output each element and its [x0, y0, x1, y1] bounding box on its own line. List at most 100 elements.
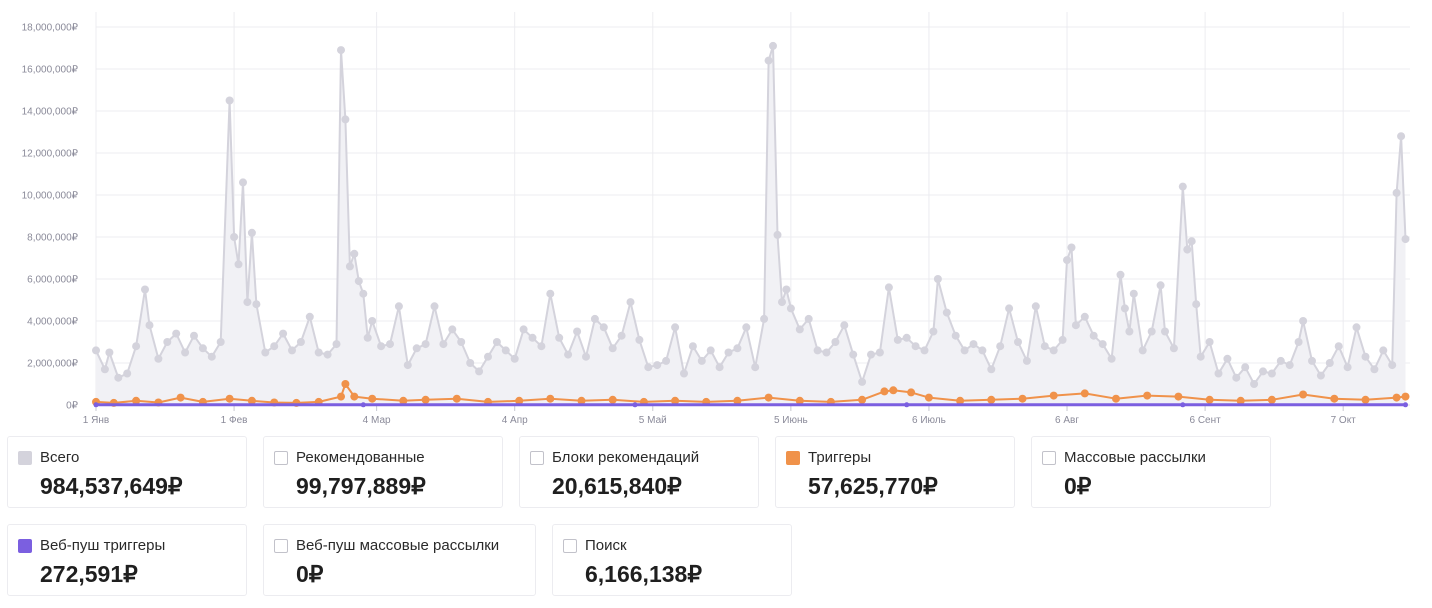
legend-card[interactable]: Рекомендованные 99,797,889₽: [263, 436, 503, 508]
data-point: [831, 338, 840, 346]
data-point: [501, 346, 510, 355]
data-point: [515, 396, 524, 405]
series-toggle-checkbox[interactable]: [563, 539, 577, 553]
data-point: [510, 354, 519, 363]
data-point: [858, 395, 867, 404]
series-toggle-checkbox[interactable]: [274, 451, 288, 465]
data-point: [1147, 327, 1156, 336]
data-point: [769, 41, 777, 50]
legend-card-value: 6,166,138₽: [585, 561, 702, 587]
data-point: [412, 344, 421, 353]
data-point: [92, 346, 100, 355]
data-point: [813, 346, 822, 355]
series-toggle-checkbox[interactable]: [18, 451, 32, 465]
legend-card[interactable]: Всего 984,537,649₽: [7, 436, 247, 508]
series-toggle-checkbox[interactable]: [18, 539, 32, 553]
data-point: [279, 329, 288, 338]
data-point: [1089, 331, 1098, 340]
legend-card[interactable]: Веб-пуш массовые рассылки 0₽: [263, 524, 536, 596]
legend-card-value: 272,591₽: [40, 561, 138, 587]
data-point: [880, 387, 889, 396]
data-point: [341, 380, 350, 388]
data-point: [1107, 354, 1116, 363]
data-point: [1049, 391, 1058, 400]
data-point: [987, 395, 996, 404]
data-point: [368, 394, 377, 403]
data-point: [341, 115, 350, 124]
data-point: [1392, 393, 1401, 402]
data-point: [1285, 361, 1294, 370]
data-point: [1223, 354, 1232, 363]
legend-card-label: Поиск: [585, 537, 627, 554]
series-toggle-checkbox[interactable]: [1042, 451, 1056, 465]
data-point: [929, 327, 938, 336]
data-point: [296, 338, 305, 346]
data-point: [933, 275, 942, 283]
data-point: [1352, 323, 1361, 332]
data-point: [1192, 300, 1201, 309]
data-point: [822, 348, 831, 357]
data-point: [225, 96, 234, 105]
data-point: [920, 346, 929, 355]
data-point: [1098, 340, 1107, 349]
data-point: [1361, 395, 1370, 404]
legend-card-label: Блоки рекомендаций: [552, 449, 700, 466]
data-point: [1299, 390, 1308, 399]
data-point: [858, 377, 867, 386]
data-point: [154, 354, 163, 363]
legend-card-label: Веб-пуш триггеры: [40, 537, 166, 554]
data-point: [1401, 235, 1410, 244]
data-point: [519, 325, 528, 334]
data-point: [764, 56, 773, 65]
data-point: [1174, 392, 1183, 401]
x-tick-label: 7 Окт: [1331, 415, 1357, 426]
legend-card[interactable]: Веб-пуш триггеры 272,591₽: [7, 524, 247, 596]
legend-card-label: Всего: [40, 449, 80, 466]
legend-card[interactable]: Блоки рекомендаций 20,615,840₽: [519, 436, 759, 508]
data-point: [270, 342, 279, 351]
data-point: [132, 342, 141, 351]
data-point: [403, 361, 412, 370]
legend-card[interactable]: Массовые рассылки 0₽: [1031, 436, 1271, 508]
legend-card-label: Веб-пуш массовые рассылки: [296, 537, 500, 554]
data-point: [323, 350, 332, 359]
data-point: [105, 348, 114, 357]
data-point: [243, 298, 252, 307]
data-point: [386, 340, 394, 349]
data-point: [742, 323, 751, 332]
data-point: [782, 285, 791, 294]
data-point: [350, 392, 359, 401]
data-point: [1161, 327, 1169, 336]
data-point: [1250, 380, 1259, 388]
data-point: [626, 298, 635, 307]
data-point: [261, 348, 270, 357]
legend-card[interactable]: Триггеры 57,625,770₽: [775, 436, 1015, 508]
data-point: [1403, 402, 1408, 408]
series-toggle-checkbox[interactable]: [274, 539, 288, 553]
data-point: [1205, 395, 1214, 404]
x-tick-label: 5 Июнь: [774, 415, 808, 426]
series-toggle-checkbox[interactable]: [530, 451, 544, 465]
data-point: [1080, 389, 1089, 398]
legend-card[interactable]: Поиск 6,166,138₽: [552, 524, 792, 596]
data-point: [484, 352, 492, 361]
data-point: [840, 321, 849, 330]
x-tick-label: 5 Май: [639, 415, 667, 426]
data-point: [1031, 302, 1040, 311]
data-point: [904, 402, 910, 408]
series-toggle-checkbox[interactable]: [786, 451, 800, 465]
data-point: [1067, 243, 1076, 252]
data-point: [751, 363, 760, 372]
data-point: [1308, 356, 1316, 365]
series-3: [93, 402, 1408, 408]
data-point: [951, 331, 960, 340]
data-point: [337, 392, 345, 401]
data-point: [635, 335, 644, 344]
data-point: [141, 285, 149, 294]
data-point: [1294, 338, 1303, 346]
data-point: [564, 350, 573, 359]
data-point: [475, 367, 484, 376]
data-point: [1018, 394, 1027, 403]
data-point: [230, 233, 239, 241]
data-point: [773, 230, 782, 239]
